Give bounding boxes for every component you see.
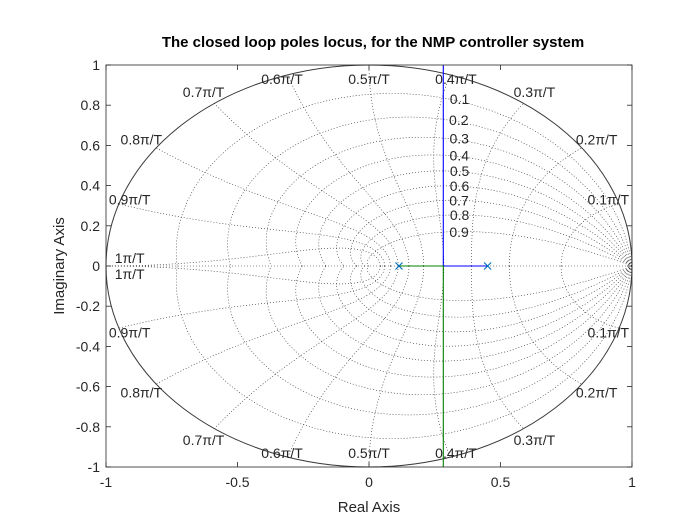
wn-label-upper-1: 1π/T xyxy=(115,250,145,266)
x-axis-label: Real Axis xyxy=(338,499,401,516)
wn-curve-0.4-upper xyxy=(433,74,451,266)
y-tick-label: 0.2 xyxy=(81,218,101,234)
damping-curve-0.6-lower xyxy=(336,265,633,347)
damping-label-0.1: 0.1 xyxy=(450,91,470,107)
wn-label-lower-1: 1π/T xyxy=(115,266,145,282)
pole-marker-1 xyxy=(395,262,403,270)
locus-branch-1 xyxy=(398,65,444,267)
damping-curve-0.3-upper xyxy=(265,136,633,267)
wn-curve-0.5-upper xyxy=(368,64,424,266)
wn-curve-1-lower xyxy=(105,265,381,285)
x-tick-label: 1 xyxy=(628,474,636,490)
wn-curve-0.6-lower xyxy=(287,266,410,458)
y-tick-label: 0.6 xyxy=(81,137,101,153)
x-tick-label: -0.5 xyxy=(225,474,249,490)
wn-curve-0.1-upper xyxy=(560,203,620,266)
damping-curve-0.1-lower xyxy=(175,265,633,439)
wn-label-upper-0.9: 0.9π/T xyxy=(109,192,151,208)
wn-curve-0.2-lower xyxy=(509,266,582,385)
wn-curve-0.5-lower xyxy=(368,266,424,468)
damping-curve-0.9-upper xyxy=(366,231,633,267)
wn-curve-0.8-upper xyxy=(156,147,391,266)
wn-label-lower-0.2: 0.2π/T xyxy=(576,384,618,400)
wn-label-upper-0.4: 0.4π/T xyxy=(435,71,477,87)
wn-label-upper-0.7: 0.7π/T xyxy=(183,84,225,100)
wn-curve-0.9-lower xyxy=(118,266,385,329)
pole-marker-2 xyxy=(483,262,492,270)
damping-label-0.6: 0.6 xyxy=(450,178,470,194)
wn-curve-0.7-lower xyxy=(214,265,399,429)
wn-label-lower-0.7: 0.7π/T xyxy=(183,432,225,448)
damping-curve-0.7-lower xyxy=(350,265,633,333)
locus-branch-3 xyxy=(398,265,444,467)
wn-curve-1-upper xyxy=(105,247,381,267)
wn-label-lower-0.5: 0.5π/T xyxy=(348,445,390,461)
damping-label-0.5: 0.5 xyxy=(450,163,470,179)
wn-curve-0.1-lower xyxy=(560,266,620,329)
damping-curve-0.6-upper xyxy=(336,185,633,267)
y-tick-label: -1 xyxy=(88,459,101,475)
y-axis-label: Imaginary Axis xyxy=(51,217,68,315)
grid-labels-layer: 0.1 0.2 0.30.40.50.60.70.80.9 0.1π/T 0.1π/T 0… xyxy=(109,71,630,461)
damping-label-0.2: 0.2 xyxy=(449,112,469,128)
damping-label-0.9: 0.9 xyxy=(449,224,469,240)
damping-label-0.7: 0.7 xyxy=(449,192,469,208)
damping-curve-0.4-upper xyxy=(295,154,633,267)
damping-curve-0.8-upper xyxy=(360,214,633,267)
damping-curve-0.4-lower xyxy=(295,265,633,378)
wn-label-upper-0.3: 0.3π/T xyxy=(514,84,556,100)
y-tick-label: -0.8 xyxy=(76,419,100,435)
open-loop-poles-layer xyxy=(395,262,492,270)
x-tick-label: 0 xyxy=(365,474,373,490)
wn-curve-0.8-lower xyxy=(156,266,391,385)
y-tick-label: 0.4 xyxy=(81,178,101,194)
y-tick-label: 0 xyxy=(92,258,100,274)
damping-curve-0.8-lower xyxy=(360,265,633,318)
wn-curve-0.7-upper xyxy=(214,103,399,267)
damping-curve-0.5-lower xyxy=(318,265,633,362)
x-tick-label: -1 xyxy=(100,474,113,490)
chart-title: The closed loop poles locus, for the NMP… xyxy=(162,34,584,51)
damping-curve-0.2-lower xyxy=(227,265,633,416)
locus-branches-layer xyxy=(398,65,488,467)
wn-curve-0.3-upper xyxy=(471,103,524,266)
damping-curve-0.9-lower xyxy=(366,265,633,301)
y-tick-label: 1 xyxy=(92,57,100,73)
y-tick-label: 0.8 xyxy=(81,97,101,113)
wn-label-lower-0.9: 0.9π/T xyxy=(109,324,151,340)
y-tick-label: -0.4 xyxy=(76,338,100,354)
damping-label-0.4: 0.4 xyxy=(450,147,470,163)
wn-curve-0.6-upper xyxy=(287,74,410,266)
wn-curve-0.9-upper xyxy=(118,203,385,266)
zgrid-layer xyxy=(105,64,633,468)
y-tick-label: -0.2 xyxy=(76,298,100,314)
wn-label-lower-0.4: 0.4π/T xyxy=(435,445,477,461)
damping-curve-0.1-upper xyxy=(175,93,633,267)
wn-label-upper-0.8: 0.8π/T xyxy=(121,132,163,148)
wn-curve-0.4-lower xyxy=(433,266,451,458)
wn-label-upper-0.1: 0.1π/T xyxy=(588,192,630,208)
damping-curve-0.7-upper xyxy=(350,199,633,267)
wn-label-upper-0.5: 0.5π/T xyxy=(348,71,390,87)
damping-curve-0.3-lower xyxy=(265,265,633,396)
damping-curve-0.2-upper xyxy=(227,116,633,267)
wn-label-upper-0.6: 0.6π/T xyxy=(261,71,303,87)
damping-curve-0.5-upper xyxy=(318,170,633,267)
damping-label-0.8: 0.8 xyxy=(450,207,470,223)
axes-layer: -1 -0.5 0 0.5 1-1-0.8-0.6-0.4-0.200.20.40.60… xyxy=(76,57,636,490)
wn-label-upper-0.2: 0.2π/T xyxy=(576,132,618,148)
x-tick-label: 0.5 xyxy=(491,474,511,490)
wn-label-lower-0.1: 0.1π/T xyxy=(588,324,630,340)
wn-curve-0.3-lower xyxy=(471,266,524,429)
wn-label-lower-0.3: 0.3π/T xyxy=(514,432,556,448)
damping-label-0.3: 0.3 xyxy=(449,131,469,147)
y-tick-label: -0.6 xyxy=(76,379,100,395)
wn-curve-0.2-upper xyxy=(509,147,582,266)
wn-label-lower-0.6: 0.6π/T xyxy=(261,445,303,461)
wn-label-lower-0.8: 0.8π/T xyxy=(121,384,163,400)
